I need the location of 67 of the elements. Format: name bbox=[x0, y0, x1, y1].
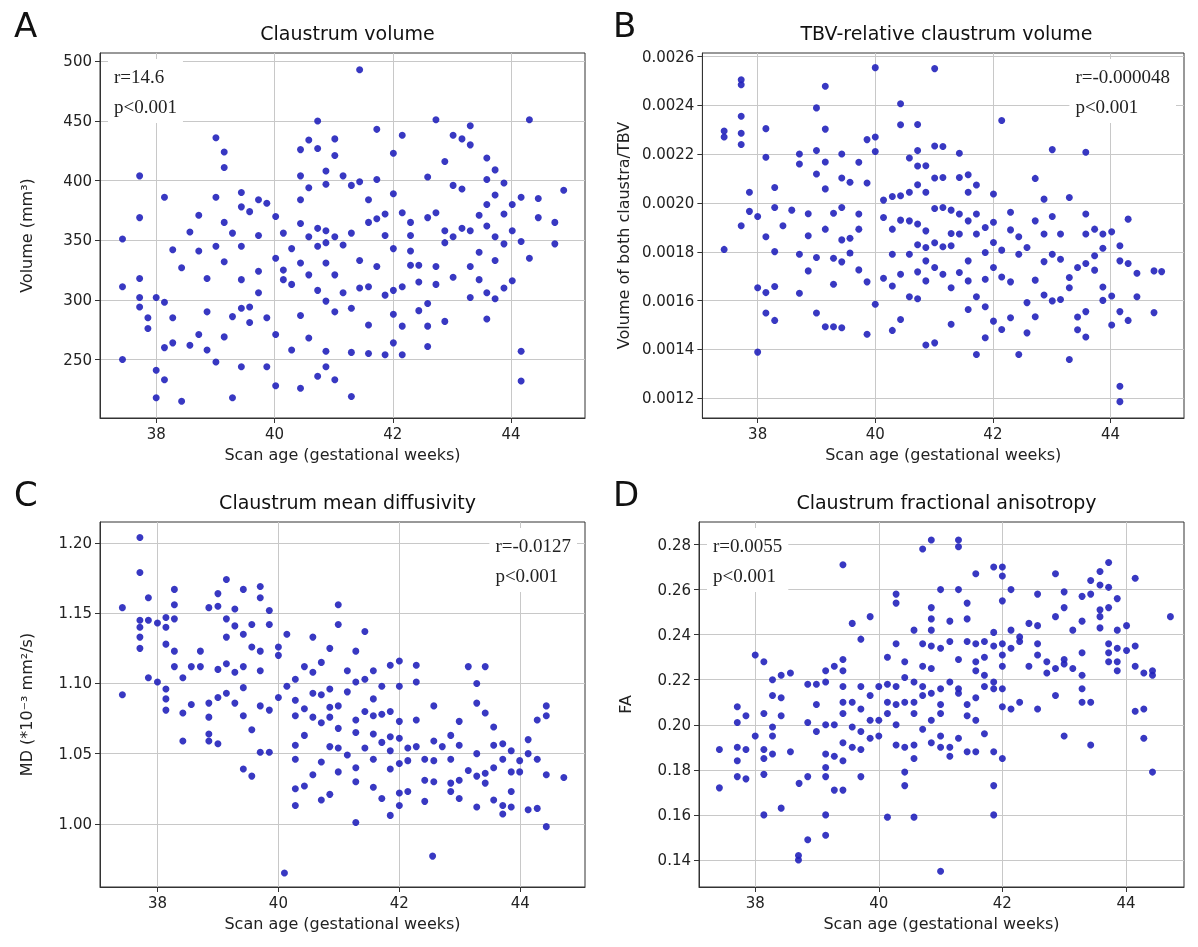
y-tick-label: 0.0020 bbox=[641, 194, 695, 213]
y-tick-label: 1.05 bbox=[58, 744, 92, 763]
chart-title: Claustrum volume bbox=[260, 21, 435, 44]
x-tick-label: 44 bbox=[501, 424, 521, 443]
y-tick-label: 0.0016 bbox=[641, 291, 695, 310]
x-tick-label: 40 bbox=[865, 424, 885, 443]
y-tick-label: 0.24 bbox=[657, 625, 691, 644]
x-axis-title: Scan age (gestational weeks) bbox=[823, 913, 1060, 933]
text: B bbox=[613, 5, 637, 45]
x-tick-label: 42 bbox=[389, 893, 409, 912]
annotation: p<0.001 bbox=[1075, 95, 1139, 117]
y-tick-label: 1.15 bbox=[58, 604, 92, 623]
x-axis-title: Scan age (gestational weeks) bbox=[224, 444, 461, 464]
annotation: r=-0.000048 bbox=[1075, 65, 1171, 87]
y-tick-label: 350 bbox=[63, 231, 92, 250]
chart-title: TBV-relative claustrum volume bbox=[799, 21, 1093, 44]
x-tick-label: 38 bbox=[745, 893, 765, 912]
y-tick-label: 1.20 bbox=[58, 534, 92, 553]
annotation: r=-0.0127 bbox=[495, 534, 572, 556]
y-tick-label: 0.0024 bbox=[641, 96, 695, 115]
x-tick-label: 40 bbox=[268, 893, 288, 912]
y-tick-label: 0.28 bbox=[657, 535, 691, 554]
y-tick-label: 1.00 bbox=[58, 814, 92, 833]
y-tick-label: 0.0018 bbox=[641, 242, 695, 261]
y-axis-title: FA bbox=[615, 695, 635, 714]
y-tick-label: 0.0022 bbox=[641, 145, 695, 164]
y-tick-label: 300 bbox=[63, 290, 92, 309]
y-tick-label: 0.20 bbox=[657, 715, 691, 734]
text: A bbox=[14, 5, 38, 45]
text: C bbox=[14, 474, 38, 514]
chart-title: Claustrum fractional anisotropy bbox=[796, 490, 1097, 513]
x-axis-title: Scan age (gestational weeks) bbox=[825, 444, 1062, 464]
y-axis-title: Volume (mm³) bbox=[16, 178, 36, 293]
x-tick-label: 42 bbox=[992, 893, 1012, 912]
y-tick-label: 0.22 bbox=[657, 670, 691, 689]
y-tick-label: 0.16 bbox=[657, 805, 691, 824]
x-tick-label: 44 bbox=[1116, 893, 1136, 912]
annotation: p<0.001 bbox=[495, 564, 559, 586]
x-tick-label: 38 bbox=[147, 893, 167, 912]
y-tick-label: 0.18 bbox=[657, 760, 691, 779]
y-tick-label: 0.14 bbox=[657, 850, 691, 869]
y-tick-label: 500 bbox=[63, 52, 92, 71]
annotation: r=0.0055 bbox=[713, 534, 783, 556]
y-axis-title: MD (*10⁻³ mm²/s) bbox=[16, 632, 36, 777]
y-tick-label: 1.10 bbox=[58, 674, 92, 693]
x-tick-label: 40 bbox=[869, 893, 889, 912]
x-tick-label: 44 bbox=[510, 893, 530, 912]
annotation: r=14.6 bbox=[114, 65, 165, 87]
y-tick-label: 0.0026 bbox=[641, 47, 695, 66]
x-tick-label: 40 bbox=[264, 424, 285, 443]
y-axis-title: Volume of both claustra/TBV bbox=[613, 121, 633, 350]
x-tick-label: 42 bbox=[983, 424, 1003, 443]
annotation: p<0.001 bbox=[713, 564, 776, 586]
y-tick-label: 0.0014 bbox=[641, 340, 695, 359]
x-tick-label: 44 bbox=[1100, 424, 1121, 443]
text: D bbox=[613, 474, 640, 514]
y-tick-label: 400 bbox=[63, 171, 92, 190]
x-tick-label: 42 bbox=[383, 424, 403, 443]
x-tick-label: 38 bbox=[146, 424, 166, 443]
y-tick-label: 250 bbox=[63, 350, 92, 369]
x-tick-label: 38 bbox=[748, 424, 768, 443]
y-tick-label: 0.0012 bbox=[641, 389, 695, 408]
chart-title: Claustrum mean diffusivity bbox=[219, 490, 476, 513]
y-tick-label: 450 bbox=[63, 111, 92, 130]
annotation: p<0.001 bbox=[114, 95, 177, 117]
x-axis-title: Scan age (gestational weeks) bbox=[224, 913, 461, 933]
y-tick-label: 0.26 bbox=[657, 580, 691, 599]
